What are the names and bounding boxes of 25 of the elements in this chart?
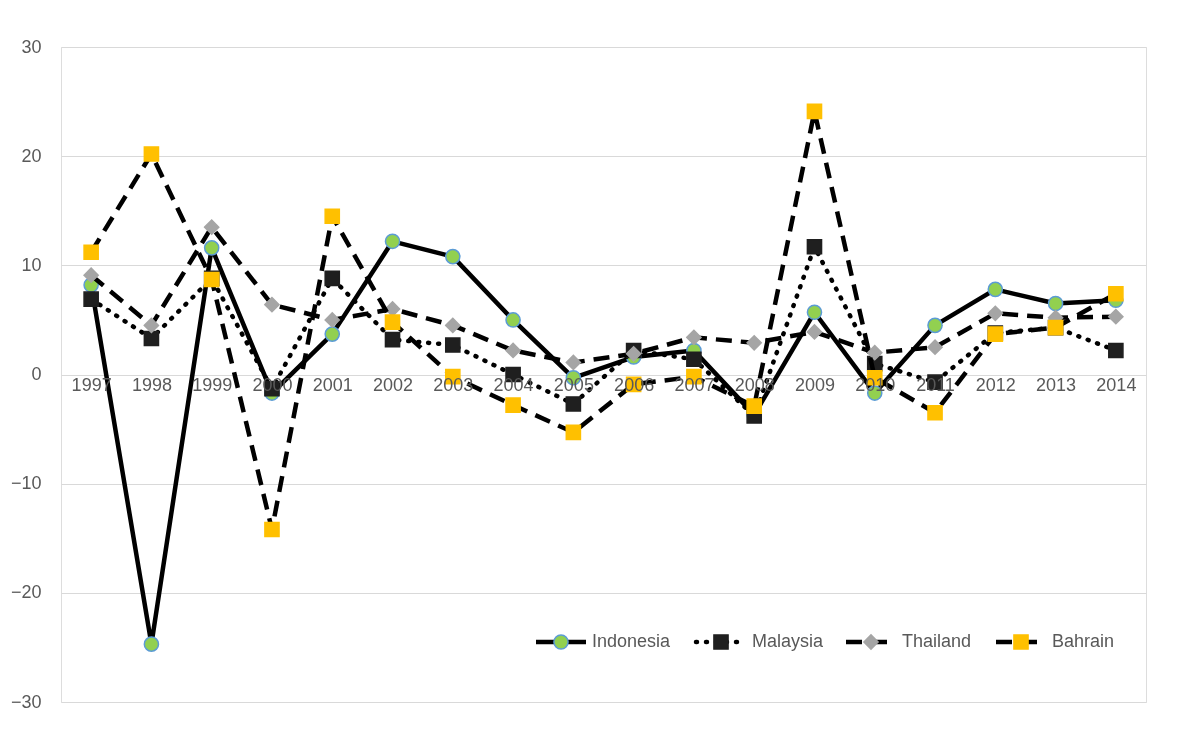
y-tick-label: 30: [21, 36, 42, 57]
legend-label: Malaysia: [752, 631, 825, 651]
x-tick-label: 2001: [312, 375, 353, 395]
y-tick-label: −30: [10, 691, 42, 712]
x-tick-label: 2004: [493, 375, 534, 395]
y-tick-label: 0: [31, 364, 42, 384]
y-tick-label: −10: [10, 473, 42, 494]
x-tick-label: 2003: [433, 375, 474, 395]
legend-label: Bahrain: [1052, 631, 1115, 651]
legend-label: Indonesia: [592, 631, 672, 651]
x-tick-label: 1998: [131, 375, 172, 395]
y-tick-label: 20: [21, 145, 42, 166]
x-tick-label: 2002: [373, 375, 414, 395]
x-tick-label: 2007: [674, 375, 715, 395]
legend-label: Thailand: [902, 631, 972, 651]
x-tick-label: 2005: [553, 375, 594, 395]
x-tick-label: 2013: [1036, 375, 1077, 395]
x-tick-label: 2010: [855, 375, 896, 395]
y-tick-label: −20: [10, 582, 42, 603]
x-tick-label: 2014: [1096, 375, 1137, 395]
y-tick-label: 10: [21, 254, 42, 275]
x-tick-label: 1999: [192, 375, 233, 395]
x-tick-label: 2006: [614, 375, 655, 395]
x-tick-label: 2009: [794, 375, 835, 395]
x-tick-label: 2012: [975, 375, 1016, 395]
